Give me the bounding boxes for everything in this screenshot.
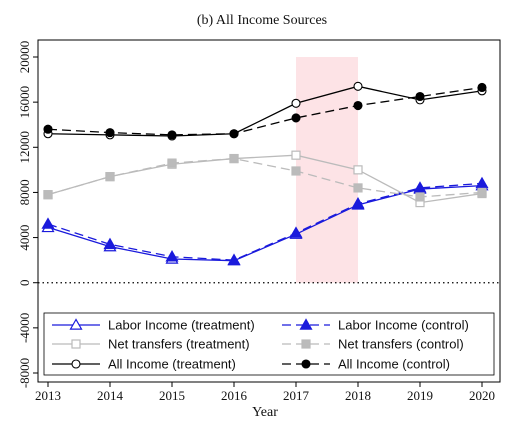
x-tick-label: 2014 xyxy=(97,388,124,403)
legend-marker xyxy=(299,318,313,330)
data-point xyxy=(291,113,301,123)
data-point xyxy=(229,129,239,139)
data-point xyxy=(289,226,303,238)
plot-area: 2013 2014 2015 2016 2017 2018 2019 2020 -8000 -40… xyxy=(17,39,501,403)
series-line xyxy=(47,157,483,198)
y-tick-label: 16000 xyxy=(17,86,32,119)
x-tick-label: 2015 xyxy=(159,388,185,403)
plot-frame xyxy=(37,39,501,383)
x-tick-label: 2018 xyxy=(345,388,371,403)
data-point xyxy=(167,130,177,140)
data-point xyxy=(43,124,53,134)
y-tick-label: -4000 xyxy=(17,313,32,343)
data-point xyxy=(167,158,177,168)
data-point xyxy=(227,253,241,265)
data-point xyxy=(413,181,427,193)
data-point xyxy=(103,237,117,250)
y-tick-label: 20000 xyxy=(17,41,32,74)
series-3 xyxy=(43,153,487,202)
shaded-region xyxy=(296,57,358,283)
legend-marker xyxy=(301,339,311,349)
data-point xyxy=(351,197,365,209)
series-1 xyxy=(41,176,489,265)
series-line xyxy=(47,86,483,136)
data-point xyxy=(353,165,363,175)
data-point xyxy=(291,150,301,160)
data-point xyxy=(477,82,487,93)
legend-label: All Income (control) xyxy=(338,357,450,372)
y-tick-label: 8000 xyxy=(17,179,32,205)
legend-box xyxy=(43,312,495,376)
data-point xyxy=(43,190,53,200)
data-point xyxy=(415,91,425,102)
legend-label: Labor Income (treatment) xyxy=(108,318,255,333)
x-tick-label: 2016 xyxy=(221,388,248,403)
data-point xyxy=(353,183,363,193)
x-axis-label: Year xyxy=(252,405,278,420)
series-line xyxy=(47,185,483,262)
data-point xyxy=(41,217,55,229)
y-tick-label: 12000 xyxy=(17,131,32,164)
legend-marker xyxy=(71,359,81,369)
data-point xyxy=(477,187,487,198)
data-point xyxy=(353,81,363,91)
x-tick-label: 2013 xyxy=(35,388,61,403)
series-line xyxy=(47,182,483,261)
data-point xyxy=(291,98,301,108)
data-point xyxy=(165,250,179,262)
chart-title: (b) All Income Sources xyxy=(197,13,327,28)
legend-label: Net transfers (treatment) xyxy=(108,337,250,352)
x-tick-label: 2020 xyxy=(469,388,495,403)
legend-marker xyxy=(71,339,81,349)
data-point xyxy=(475,176,489,189)
data-point xyxy=(105,172,115,182)
data-point xyxy=(105,128,115,138)
legend-label: Labor Income (control) xyxy=(338,318,469,333)
x-tick-label: 2017 xyxy=(283,388,310,403)
legend: Labor Income (treatment) Labor Income (co… xyxy=(43,312,495,376)
x-tick-label: 2019 xyxy=(407,388,433,403)
legend-label: Net transfers (control) xyxy=(338,337,464,352)
data-point xyxy=(415,192,425,202)
legend-label: All Income (treatment) xyxy=(108,357,236,372)
y-tick-label: -8000 xyxy=(17,358,32,388)
data-point xyxy=(291,166,301,176)
legend-marker xyxy=(301,359,311,369)
legend-marker xyxy=(69,318,83,330)
y-tick-label: 0 xyxy=(17,279,32,286)
data-point xyxy=(229,153,239,164)
series-5 xyxy=(43,82,487,140)
data-point xyxy=(353,100,363,111)
y-tick-label: 4000 xyxy=(17,225,32,251)
